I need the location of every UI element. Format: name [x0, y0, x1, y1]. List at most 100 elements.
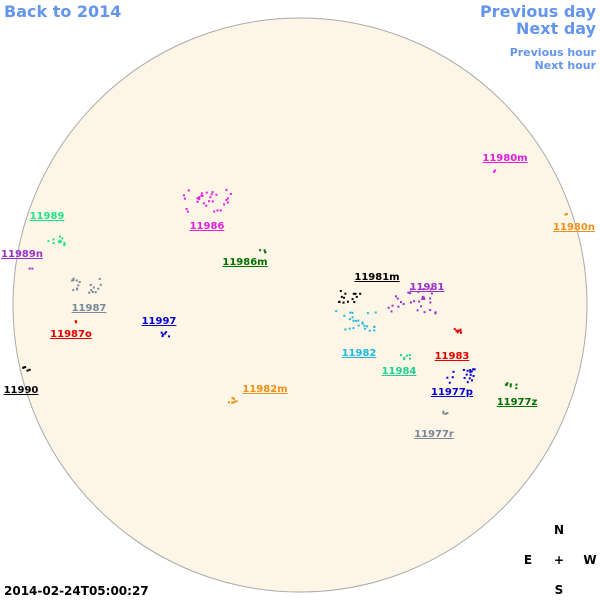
- sunspot: [473, 368, 476, 371]
- sunspot: [565, 213, 568, 216]
- sunspot: [451, 376, 454, 379]
- sunspot: [344, 328, 347, 331]
- sunspot: [400, 354, 403, 357]
- region-label[interactable]: 11981m: [354, 272, 399, 283]
- sunspot: [442, 410, 445, 413]
- sunspot: [202, 202, 205, 205]
- region-label[interactable]: 11990: [4, 385, 39, 396]
- sunspot: [515, 383, 518, 386]
- sunspot: [368, 329, 371, 332]
- sunspot: [200, 194, 203, 197]
- region-label[interactable]: 11989n: [1, 249, 43, 260]
- region-label[interactable]: 11982m: [242, 384, 287, 395]
- sunspot: [459, 328, 462, 331]
- region-label[interactable]: 11987o: [50, 329, 92, 340]
- sunspot: [165, 331, 168, 334]
- sunspot: [429, 309, 432, 312]
- sunspot: [442, 412, 445, 415]
- sunspot: [396, 297, 399, 300]
- sunspot: [99, 283, 102, 286]
- region-label[interactable]: 11977p: [431, 387, 473, 398]
- region-label[interactable]: 11980n: [553, 222, 595, 233]
- sunspot: [466, 369, 469, 372]
- sunspot: [186, 210, 189, 213]
- sunspot: [409, 301, 412, 304]
- sunspot: [74, 320, 77, 323]
- sunspot: [226, 197, 229, 200]
- back-link[interactable]: Back to 2014: [4, 2, 121, 21]
- sunspot: [211, 191, 214, 194]
- sunspot: [509, 385, 512, 388]
- region-labels: 11980m 11980n 11989 11989n 11986 11986m 11981m…: [1, 153, 595, 440]
- sunspot: [366, 312, 369, 315]
- sunspot: [57, 240, 60, 243]
- next-day-link[interactable]: Next day: [516, 19, 597, 38]
- sunspot: [71, 279, 74, 282]
- sunspot: [469, 371, 472, 374]
- sunspot: [78, 281, 81, 284]
- sunspot: [354, 292, 357, 295]
- sunspot: [390, 310, 393, 313]
- sunspot: [213, 210, 216, 213]
- sunspot: [223, 203, 226, 206]
- sunspot: [28, 267, 31, 270]
- next-hour-link[interactable]: Next hour: [535, 59, 597, 72]
- region-label[interactable]: 11977z: [497, 397, 538, 408]
- sunspot: [351, 316, 354, 319]
- sunspot: [446, 412, 449, 415]
- solar-disk: [12, 17, 588, 593]
- sunspot: [205, 204, 208, 207]
- compass-center: +: [554, 553, 564, 567]
- sunspot: [198, 196, 201, 199]
- sunspot: [466, 381, 469, 384]
- sunspot: [349, 311, 352, 314]
- previous-hour-link[interactable]: Previous hour: [510, 46, 597, 59]
- sunspot: [76, 287, 79, 290]
- sunspot: [397, 305, 400, 308]
- sunspot: [52, 238, 55, 241]
- sunspot: [374, 311, 377, 314]
- sunspot: [394, 295, 397, 298]
- sunspot: [418, 300, 421, 303]
- previous-day-link[interactable]: Previous day: [480, 2, 597, 21]
- region-label[interactable]: 11981: [410, 282, 445, 293]
- compass-south: S: [555, 583, 564, 597]
- sunspot: [456, 331, 459, 334]
- sunspot: [58, 239, 61, 242]
- sunspot: [63, 244, 66, 247]
- sunspot: [373, 329, 376, 332]
- sunspot: [417, 290, 420, 293]
- region-label[interactable]: 11984: [382, 366, 417, 377]
- region-label[interactable]: 11997: [142, 316, 177, 327]
- sunspot: [444, 412, 447, 415]
- sunspot: [407, 291, 410, 294]
- sunspot: [408, 354, 411, 357]
- sunspot: [31, 267, 34, 270]
- sunspot: [94, 291, 97, 294]
- sunspot: [429, 297, 432, 300]
- sunspot: [470, 370, 473, 373]
- region-label[interactable]: 11989: [30, 211, 65, 222]
- sunspot: [351, 298, 354, 301]
- region-label[interactable]: 11977r: [414, 429, 454, 440]
- region-label[interactable]: 11986: [190, 221, 225, 232]
- sunspot: [493, 170, 496, 173]
- sunspot: [75, 321, 78, 324]
- sunspot: [409, 288, 412, 291]
- sunspot: [58, 235, 61, 238]
- sunspot: [348, 318, 351, 321]
- sunspot: [459, 330, 462, 333]
- sunspot: [259, 249, 262, 252]
- region-label[interactable]: 11986m: [222, 257, 267, 268]
- sunspot: [263, 249, 266, 252]
- sunspot: [338, 300, 341, 303]
- region-label[interactable]: 11982: [342, 348, 377, 359]
- sunspot: [208, 200, 211, 203]
- sunspots: [22, 169, 568, 415]
- sunspot: [52, 242, 55, 245]
- sunspot: [226, 201, 229, 204]
- region-label[interactable]: 11980m: [482, 153, 527, 164]
- sunspot: [391, 304, 394, 307]
- region-label[interactable]: 11983: [435, 351, 470, 362]
- region-label[interactable]: 11987: [72, 303, 107, 314]
